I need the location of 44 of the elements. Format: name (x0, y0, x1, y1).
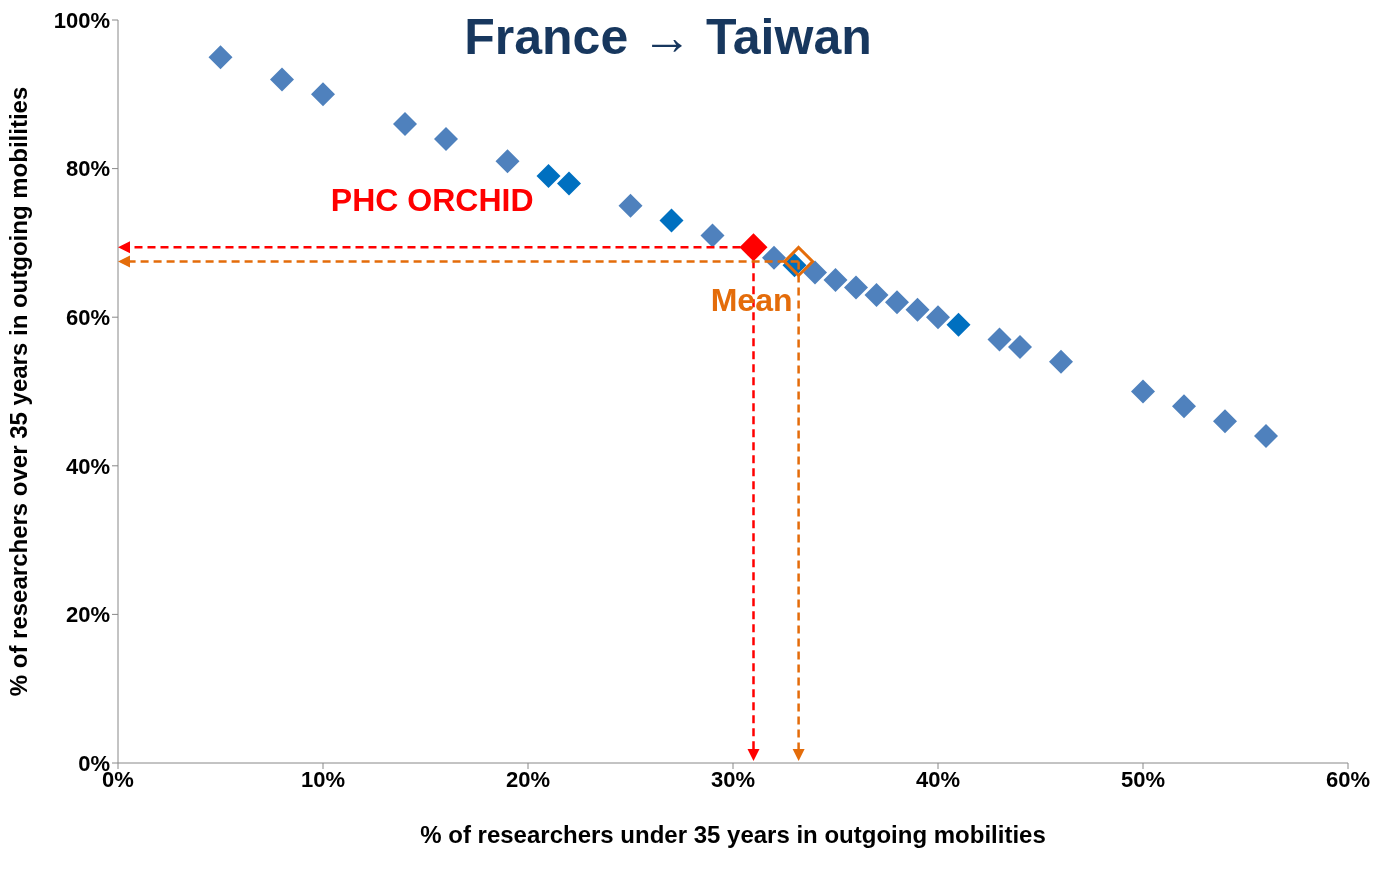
point (864, 282, 889, 307)
point (700, 223, 725, 248)
point (1008, 334, 1032, 359)
point (557, 171, 581, 196)
point (1172, 394, 1196, 419)
x-tick-label: 50% (1120, 766, 1166, 792)
point (1131, 379, 1155, 404)
point (659, 208, 684, 233)
y-tick-label: 80% (65, 156, 110, 182)
point (739, 233, 768, 262)
point (1254, 424, 1278, 449)
point (618, 193, 643, 218)
y-axis-title: % of researchers over 35 years in outgoing mobilities (4, 86, 32, 697)
point (270, 67, 294, 92)
point (1049, 349, 1073, 374)
x-tick-label: 60% (1325, 766, 1371, 792)
point (1213, 409, 1237, 434)
point (926, 305, 950, 330)
x-tick-label: 40% (915, 766, 961, 792)
point (905, 297, 930, 322)
point (946, 312, 971, 337)
point (311, 82, 335, 107)
point (803, 260, 827, 285)
point (434, 126, 458, 151)
chart-title: France → Taiwan (463, 8, 873, 66)
x-tick-label: 20% (505, 766, 551, 792)
text: PHC ORCHID (330, 182, 534, 219)
point (208, 45, 233, 70)
y-tick-label: 40% (65, 453, 110, 479)
point (885, 290, 909, 315)
point (783, 245, 815, 277)
point (987, 327, 1012, 352)
point (393, 112, 417, 137)
y-tick-label: 100% (53, 7, 110, 33)
point (844, 275, 868, 300)
x-tick-label: 30% (710, 766, 756, 792)
point (495, 149, 520, 174)
x-axis-title: % of researchers under 35 years in outgoing mobilities (420, 821, 1046, 848)
y-tick-label: 60% (65, 305, 110, 331)
y-tick-label: 20% (65, 602, 110, 628)
point (823, 268, 848, 293)
x-tick-label: 10% (300, 766, 346, 792)
point (536, 164, 561, 189)
series-label: Mean (710, 282, 793, 319)
